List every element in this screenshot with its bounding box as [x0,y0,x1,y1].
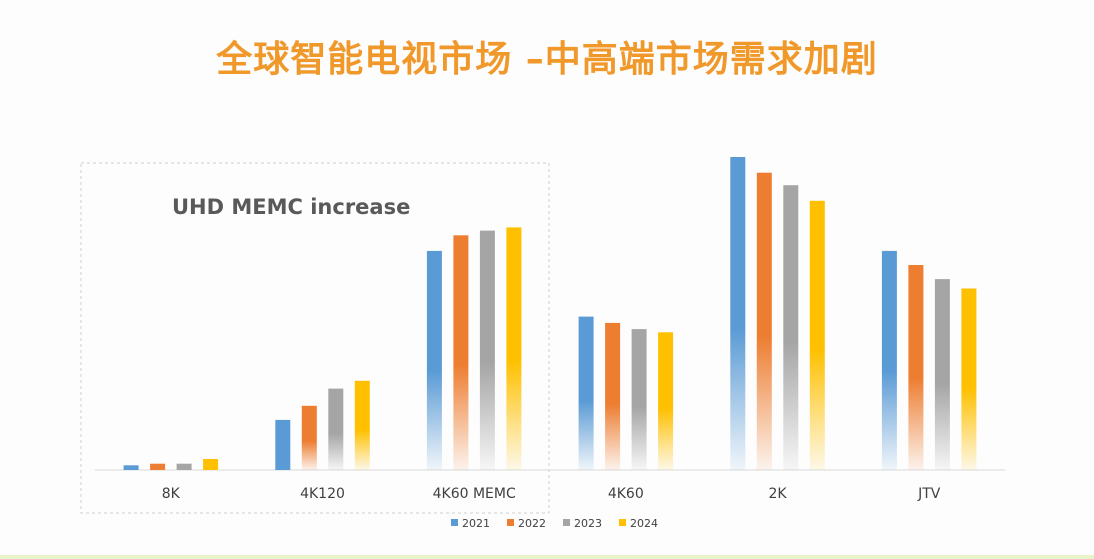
x-tick-label: 4K60 MEMC [433,486,516,502]
bar-4k60-2024 [658,332,674,470]
bar-4k60-2021 [578,316,594,470]
bar-4k120-2021 [275,419,291,470]
bar-4k60-2022 [605,322,621,470]
bar-4k120-2022 [301,405,317,470]
legend-label-2022: 2022 [518,517,546,530]
legend: 2021 2022 2023 2024 [451,517,658,530]
x-tick-label: 4K60 [608,486,644,502]
x-tick-label: JTV [917,486,941,502]
x-tick-label: 4K120 [300,486,345,502]
bar-jtv-2022 [908,265,924,470]
bar-8k-2024 [203,459,219,470]
bar-4k60-memc-2021 [426,250,442,470]
bar-4k120-2023 [328,388,344,470]
legend-label-2024: 2024 [630,517,658,530]
bar-2k-2022 [756,172,772,470]
bar-jtv-2021 [881,250,897,470]
legend-swatch-2021 [451,519,458,526]
annotation-uhd-memc: UHD MEMC increase [172,195,410,219]
bar-jtv-2024 [961,288,977,470]
x-tick-label: 8K [162,486,181,502]
highlight-region [80,162,550,514]
bar-2k-2023 [783,185,799,470]
x-tick-labels: 8K 4K120 4K60 MEMC 4K60 2K JTV [162,486,941,502]
bars-group [123,157,977,471]
bar-8k-2021 [123,465,139,470]
x-tick-label: 2K [768,486,787,502]
legend-swatch-2023 [563,519,570,526]
bottom-strip [0,555,1094,559]
legend-swatch-2024 [619,519,626,526]
bar-4k60-memc-2022 [453,235,469,471]
legend-swatch-2022 [507,519,514,526]
legend-label-2021: 2021 [462,517,490,530]
bar-8k-2022 [150,463,166,470]
legend-label-2023: 2023 [574,517,602,530]
bar-2k-2024 [809,200,825,471]
bar-4k120-2024 [354,380,370,470]
bar-jtv-2023 [934,279,950,470]
slide-title: 全球智能电视市场 –中高端市场需求加剧 [216,39,878,80]
bar-4k60-memc-2024 [506,227,522,470]
bar-4k60-2023 [631,329,647,470]
bar-4k60-memc-2023 [479,230,495,470]
bar-8k-2023 [176,463,192,470]
bar-2k-2021 [730,157,746,470]
